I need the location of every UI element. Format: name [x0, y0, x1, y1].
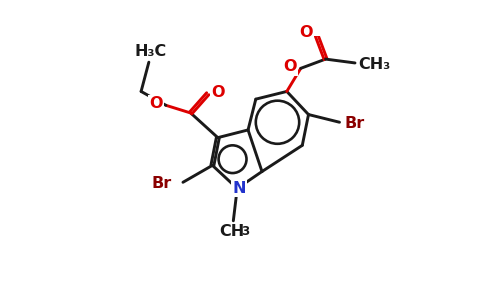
Text: CH: CH [219, 224, 244, 239]
Text: Br: Br [152, 176, 172, 191]
Text: O: O [212, 85, 225, 100]
Text: H₃C: H₃C [134, 44, 166, 59]
Text: O: O [283, 59, 297, 74]
Text: Br: Br [344, 116, 364, 131]
Text: CH₃: CH₃ [358, 57, 391, 72]
Text: O: O [149, 96, 163, 111]
Text: O: O [300, 26, 313, 40]
Text: N: N [232, 181, 245, 196]
Text: 3: 3 [241, 225, 249, 238]
